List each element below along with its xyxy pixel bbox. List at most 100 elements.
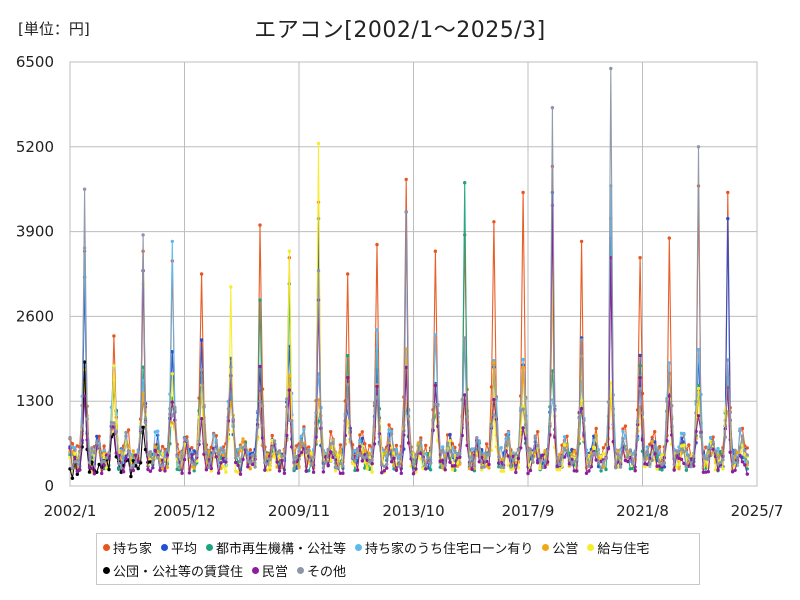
legend-label: 平均 xyxy=(171,542,198,557)
series-point xyxy=(665,439,669,443)
series-point xyxy=(701,455,706,459)
series-point xyxy=(618,465,623,469)
series-point xyxy=(677,449,681,454)
series-point xyxy=(616,449,620,453)
series-point xyxy=(657,451,662,455)
series-point xyxy=(713,449,718,453)
series-point xyxy=(226,407,231,411)
series-point xyxy=(638,256,642,260)
series-point xyxy=(341,464,345,468)
series-point xyxy=(670,404,674,408)
series-point xyxy=(653,444,657,448)
series-point xyxy=(450,454,455,458)
series-point xyxy=(272,439,277,443)
series-point xyxy=(594,426,598,431)
series-point xyxy=(458,452,462,456)
series-point xyxy=(112,334,116,338)
series-point xyxy=(316,398,321,402)
series-point xyxy=(290,419,294,423)
series-point xyxy=(650,444,654,448)
series-point xyxy=(270,446,274,450)
series-point xyxy=(258,298,262,302)
series-point xyxy=(606,446,611,451)
series-point xyxy=(579,398,584,403)
series-point xyxy=(609,66,613,71)
series-point xyxy=(185,438,189,443)
series-point xyxy=(516,466,520,470)
series-point xyxy=(638,376,642,380)
series-point xyxy=(214,438,218,442)
series-point xyxy=(453,449,457,453)
series-point xyxy=(726,216,730,221)
series-point xyxy=(212,450,216,454)
series-point xyxy=(299,434,304,438)
series-point xyxy=(209,469,213,473)
series-point xyxy=(536,461,540,465)
series-point xyxy=(638,387,642,391)
series-point xyxy=(587,464,591,468)
series-point xyxy=(667,371,671,376)
series-point xyxy=(562,435,567,439)
series-point xyxy=(143,447,148,452)
series-point xyxy=(168,392,172,396)
series-point xyxy=(477,460,481,464)
series-point xyxy=(231,417,235,421)
series-point xyxy=(499,469,503,473)
series-point xyxy=(450,442,455,446)
series-point xyxy=(363,442,367,446)
series-point xyxy=(216,471,221,475)
series-point xyxy=(643,458,647,462)
series-point xyxy=(402,422,406,427)
series-point xyxy=(316,141,321,146)
series-point xyxy=(431,418,435,422)
series-point xyxy=(718,461,723,465)
series-point xyxy=(73,446,77,450)
series-point xyxy=(689,464,693,469)
series-point xyxy=(565,443,569,447)
series-point xyxy=(638,421,642,425)
series-point xyxy=(514,452,518,456)
series-point xyxy=(601,460,606,464)
series-point xyxy=(156,429,160,433)
series-point xyxy=(548,422,552,426)
series-point xyxy=(134,460,138,465)
series-point xyxy=(229,285,233,289)
series-point xyxy=(282,454,287,458)
series-point xyxy=(682,449,686,454)
series-point xyxy=(268,465,272,469)
series-point xyxy=(78,449,82,453)
series-point xyxy=(346,272,350,276)
series-point xyxy=(628,467,632,471)
series-point xyxy=(743,453,747,457)
series-point xyxy=(555,468,559,472)
series-point xyxy=(287,249,291,253)
series-point xyxy=(441,458,445,462)
series-point xyxy=(594,458,598,462)
series-point xyxy=(660,468,664,472)
series-point xyxy=(543,465,547,469)
y-tick-label: 3900 xyxy=(16,223,54,241)
series-point xyxy=(740,460,745,464)
series-point xyxy=(572,459,576,464)
series-point xyxy=(411,472,416,476)
series-point xyxy=(397,455,401,459)
series-point xyxy=(294,444,299,448)
series-point xyxy=(365,453,369,458)
legend-item: その他 xyxy=(297,561,346,580)
series-point xyxy=(616,452,620,457)
series-point xyxy=(236,453,240,457)
series-point xyxy=(212,433,216,437)
series-point xyxy=(667,394,671,398)
series-point xyxy=(329,459,333,463)
legend-marker-icon xyxy=(206,544,214,551)
series-point xyxy=(604,457,608,461)
series-point xyxy=(104,456,109,460)
series-point xyxy=(687,453,691,457)
series-point xyxy=(626,455,630,459)
series-point xyxy=(141,378,145,383)
legend-marker-icon xyxy=(103,567,110,574)
series-point xyxy=(516,447,520,451)
series-point xyxy=(70,476,75,480)
series-point xyxy=(696,414,701,418)
